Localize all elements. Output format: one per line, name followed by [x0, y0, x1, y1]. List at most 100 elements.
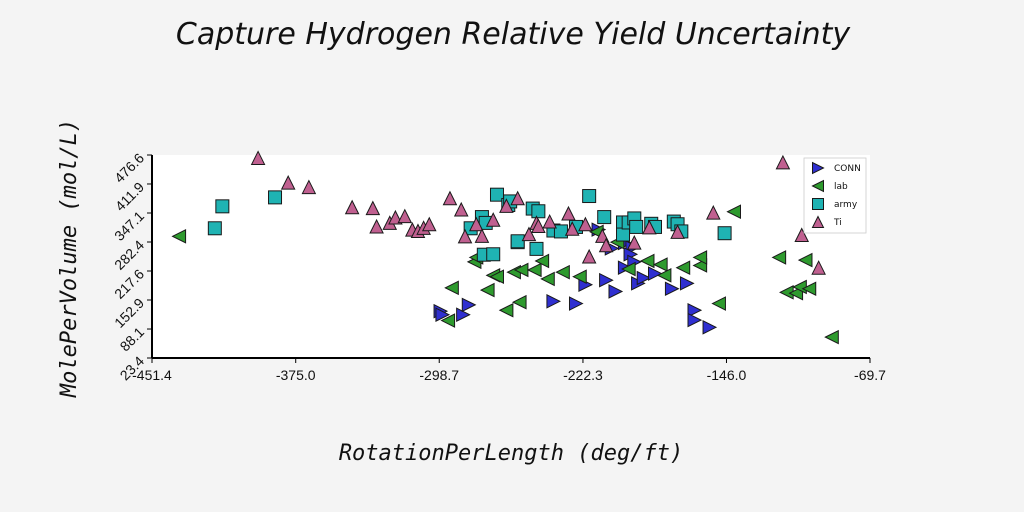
point-lab	[511, 294, 527, 310]
x-tick-label: -222.3	[563, 367, 603, 383]
legend-label-ti: Ti	[833, 218, 842, 228]
point-lab	[771, 250, 787, 265]
point-army	[597, 210, 612, 225]
point-ti	[457, 228, 473, 244]
point-army	[531, 204, 546, 219]
point-ti	[397, 208, 413, 224]
legend: CONN lab army Ti	[803, 157, 867, 234]
point-ti	[775, 154, 791, 170]
point-ti	[626, 234, 642, 250]
point-lab	[692, 250, 708, 265]
point-army	[529, 241, 544, 256]
point-ti	[468, 216, 484, 232]
point-lab	[797, 252, 813, 268]
y-axis-label: MolePerVolume (mol/L)	[57, 119, 82, 398]
point-ti	[794, 227, 810, 242]
point-ti	[581, 248, 597, 264]
point-lab	[489, 269, 504, 284]
point-lab	[540, 271, 555, 287]
plot-area	[152, 155, 870, 358]
point-lab	[534, 253, 550, 269]
point-ti	[280, 174, 296, 190]
point-ti	[564, 221, 580, 236]
point-conn	[702, 319, 718, 335]
point-lab	[498, 302, 514, 318]
point-conn	[546, 293, 562, 309]
legend-marker-conn	[812, 161, 825, 175]
legend-marker-ti	[811, 215, 825, 228]
point-ti	[598, 237, 614, 253]
point-ti	[521, 226, 537, 242]
point-lab	[526, 262, 542, 278]
point-ti	[531, 218, 546, 234]
point-ti	[510, 190, 525, 206]
point-army	[616, 227, 631, 242]
point-conn	[599, 272, 614, 288]
point-ti	[442, 190, 458, 206]
point-ti	[705, 204, 721, 220]
chart-title: Capture Hydrogen Relative Yield Uncertai…	[176, 17, 851, 52]
x-tick-label: -451.4	[132, 367, 172, 383]
point-army	[582, 189, 597, 204]
point-lab	[711, 296, 726, 311]
point-army	[207, 221, 222, 236]
x-axis-ticks: -451.4 -375.0 -298.7 -222.3 -146.0 -69.7	[132, 358, 886, 383]
point-conn	[636, 270, 652, 286]
legend-label-conn: CONN	[834, 164, 861, 174]
point-ti	[485, 212, 501, 227]
point-army	[486, 247, 501, 262]
point-conn	[647, 266, 663, 281]
point-lab	[171, 229, 187, 244]
x-axis-label: RotationPerLength (deg/ft)	[339, 441, 683, 466]
point-ti	[365, 200, 381, 216]
data-points	[171, 150, 839, 345]
point-lab	[801, 281, 817, 297]
point-ti	[499, 198, 514, 213]
point-lab	[675, 260, 691, 276]
point-ti	[250, 150, 266, 165]
point-lab	[440, 313, 456, 328]
point-lab	[479, 282, 495, 298]
legend-marker-lab	[811, 179, 824, 193]
x-tick-label: -298.7	[419, 367, 459, 383]
legend-marker-army	[812, 198, 824, 210]
point-army	[215, 199, 230, 214]
point-ti	[369, 218, 384, 234]
point-conn	[664, 281, 680, 297]
point-ti	[388, 209, 403, 225]
point-lab	[444, 280, 459, 296]
x-tick-label: -146.0	[707, 367, 747, 383]
point-conn	[568, 296, 584, 311]
point-conn	[687, 302, 703, 318]
point-ti	[642, 219, 657, 235]
point-ti	[301, 179, 317, 195]
point-ti	[421, 216, 437, 232]
point-army	[629, 219, 644, 234]
point-lab	[572, 269, 587, 284]
point-lab	[621, 261, 636, 277]
point-lab	[653, 257, 668, 272]
legend-label-army: army	[834, 200, 858, 210]
point-ti	[344, 199, 360, 215]
point-ti	[453, 201, 469, 217]
point-ti	[474, 228, 490, 243]
point-ti	[578, 216, 593, 232]
point-army	[553, 224, 568, 239]
point-lab	[656, 268, 672, 283]
point-army	[717, 226, 732, 241]
point-lab	[639, 253, 655, 269]
point-ti	[561, 205, 576, 221]
x-tick-label: -375.0	[276, 367, 316, 383]
point-ti	[670, 224, 685, 239]
point-conn	[687, 312, 703, 328]
x-tick-label: -69.7	[854, 367, 886, 383]
point-conn	[608, 284, 624, 299]
point-ti	[542, 213, 557, 229]
point-army	[268, 190, 283, 205]
point-conn	[461, 297, 477, 313]
legend-label-lab: lab	[834, 182, 848, 192]
point-conn	[679, 276, 695, 291]
point-lab	[824, 329, 839, 345]
point-lab	[726, 204, 741, 220]
